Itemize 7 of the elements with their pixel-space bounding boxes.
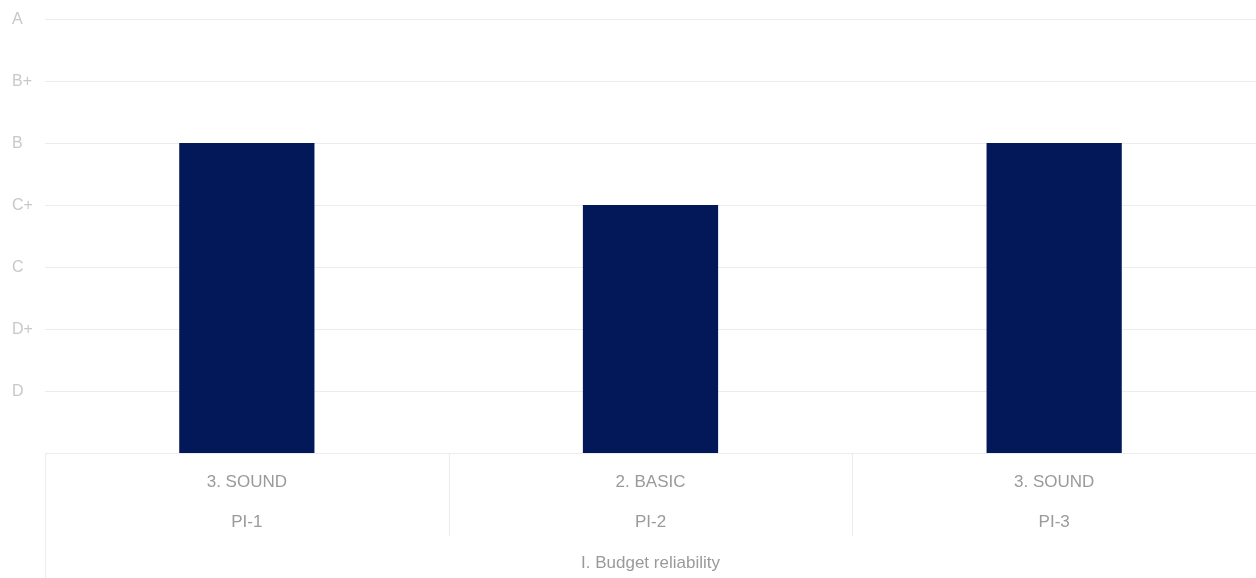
x-axis-title: I. Budget reliability bbox=[581, 552, 721, 572]
x-tick-label: PI-1 bbox=[231, 511, 263, 531]
x-tick-label: PI-3 bbox=[1038, 511, 1070, 531]
text: 3. SOUND bbox=[1014, 471, 1095, 491]
text: 3. SOUND bbox=[206, 471, 287, 491]
x-tick-label: PI-2 bbox=[634, 511, 667, 531]
text: 2. BASIC bbox=[615, 471, 686, 491]
